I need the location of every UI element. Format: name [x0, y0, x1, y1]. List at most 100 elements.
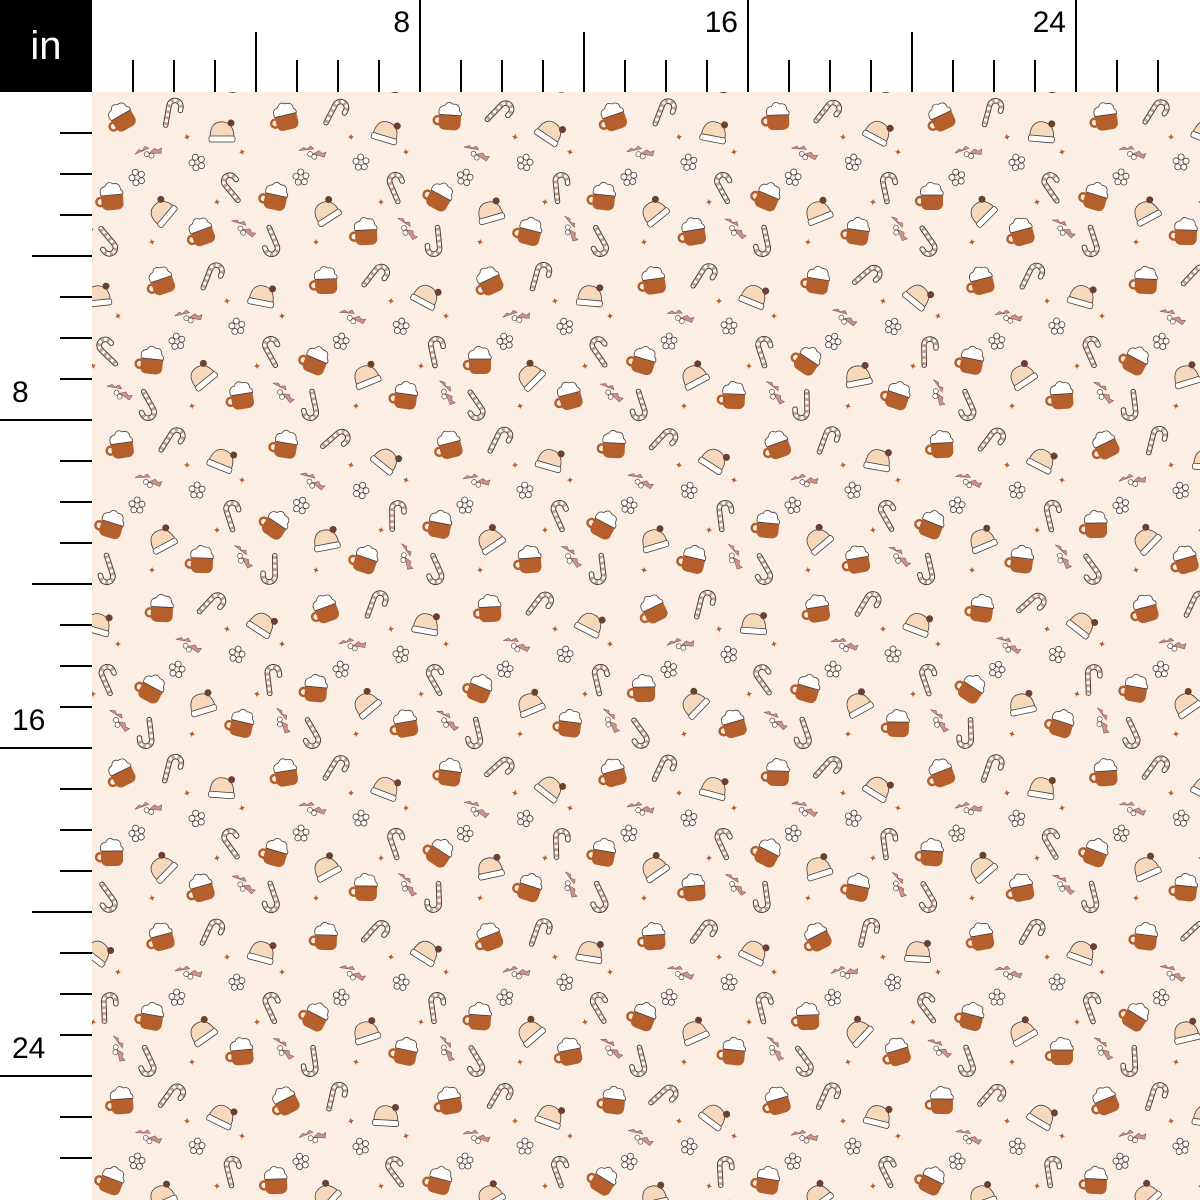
santa-hat-motif [862, 1105, 893, 1129]
ruler-tick [60, 706, 92, 708]
candy-cane-motif [1041, 172, 1060, 204]
cocoa-mug-motif [880, 708, 910, 738]
candy-cane-motif [260, 553, 278, 585]
snowflake-motif [456, 168, 474, 186]
snowflake-motif [168, 660, 186, 678]
cocoa-mug-motif [1089, 102, 1118, 131]
candy-cane-motif [424, 224, 443, 257]
snowflake-motif [496, 660, 514, 678]
holly-motif [832, 308, 858, 327]
holly-motif [954, 145, 983, 159]
cocoa-mug-motif [716, 380, 746, 410]
cocoa-mug-motif [298, 1002, 329, 1032]
star-motif [1044, 298, 1050, 304]
candy-cane-motif [136, 716, 155, 749]
santa-hat-motif [534, 120, 566, 148]
holly-motif [464, 800, 490, 819]
cocoa-mug-motif [94, 1166, 125, 1196]
santa-hat-motif [698, 777, 729, 801]
candy-cane-motif [200, 262, 225, 291]
star-motif [477, 239, 483, 245]
holly-motif [766, 381, 786, 405]
candy-cane-motif [138, 1044, 157, 1077]
candy-cane-motif [96, 336, 119, 367]
santa-hat-motif [246, 941, 277, 965]
cocoa-mug-motif [750, 838, 781, 868]
cocoa-mug-motif [146, 266, 176, 296]
snowflake-motif [784, 168, 802, 186]
cocoa-mug-motif [271, 1086, 300, 1116]
cocoa-mug-motif [926, 758, 956, 788]
star-motif [313, 567, 319, 573]
holly-motif [728, 543, 743, 570]
star-motif [676, 790, 682, 796]
cocoa-mug-motif [105, 1086, 134, 1115]
cocoa-mug-motif [225, 1037, 254, 1066]
cocoa-mug-motif [637, 922, 666, 951]
star-motif [607, 969, 613, 975]
candy-cane-motif [651, 754, 678, 782]
star-motif [418, 691, 424, 697]
cocoa-mug-motif [1118, 1002, 1150, 1032]
candy-cane-motif [1180, 264, 1200, 287]
cocoa-mug-motif [422, 838, 454, 868]
cocoa-mug-motif [258, 181, 289, 211]
candy-cane-motif [714, 828, 733, 861]
snowflake-motif [292, 168, 310, 186]
candy-cane-motif [816, 426, 841, 455]
snowflake-motif [188, 809, 205, 828]
cocoa-mug-motif [224, 708, 255, 738]
star-motif [1074, 1019, 1080, 1025]
star-motif [254, 363, 260, 369]
candy-cane-motif [792, 389, 810, 421]
cocoa-mug-motif [268, 429, 299, 459]
snowflake-motif [681, 1137, 698, 1156]
holly-motif [996, 636, 1022, 655]
star-motif [189, 731, 195, 737]
cocoa-mug-motif [586, 837, 617, 867]
ruler-tick [60, 173, 92, 175]
snowflake-motif [188, 153, 205, 172]
holly-motif [231, 875, 256, 895]
star-motif [805, 567, 811, 573]
cocoa-mug-motif [108, 102, 136, 132]
candy-cane-motif [161, 753, 185, 784]
santa-hat-motif [206, 449, 238, 474]
snowflake-motif [516, 153, 534, 171]
cocoa-mug-motif [626, 674, 656, 703]
candy-cane-motif [1019, 262, 1046, 290]
candy-cane-motif [487, 426, 514, 454]
cocoa-mug-motif [269, 102, 299, 131]
santa-hat-motif [738, 285, 770, 310]
snowflake-motif [516, 481, 534, 499]
holly-motif [954, 801, 983, 816]
star-motif [731, 477, 737, 483]
snowflake-motif [784, 824, 802, 842]
star-motif [840, 134, 846, 140]
cocoa-mug-motif [258, 510, 290, 540]
unit-label: in [0, 0, 92, 92]
cocoa-mug-motif [1078, 838, 1109, 868]
ruler-tick [60, 214, 92, 216]
santa-hat-motif [410, 284, 442, 311]
star-motif [567, 805, 573, 811]
santa-hat-motif [208, 119, 236, 143]
holly-motif [561, 546, 583, 568]
star-motif [706, 527, 712, 533]
holly-motif [564, 871, 578, 898]
cocoa-mug-motif [598, 102, 628, 132]
santa-hat-motif [806, 523, 834, 556]
santa-hat-motif [806, 853, 834, 882]
candy-cane-motif [1082, 335, 1101, 369]
star-motif [1059, 477, 1065, 483]
cocoa-mug-motif [882, 1037, 911, 1067]
holly-motif [1119, 801, 1147, 817]
snowflake-motif [188, 481, 206, 499]
cocoa-mug-motif [1089, 758, 1118, 787]
cocoa-mug-motif [840, 872, 871, 902]
holly-motif [112, 1035, 126, 1062]
snowflake-motif [660, 988, 678, 1006]
candy-cane-motif [981, 97, 1005, 128]
candy-cane-motif [158, 427, 186, 453]
star-motif [910, 363, 916, 369]
